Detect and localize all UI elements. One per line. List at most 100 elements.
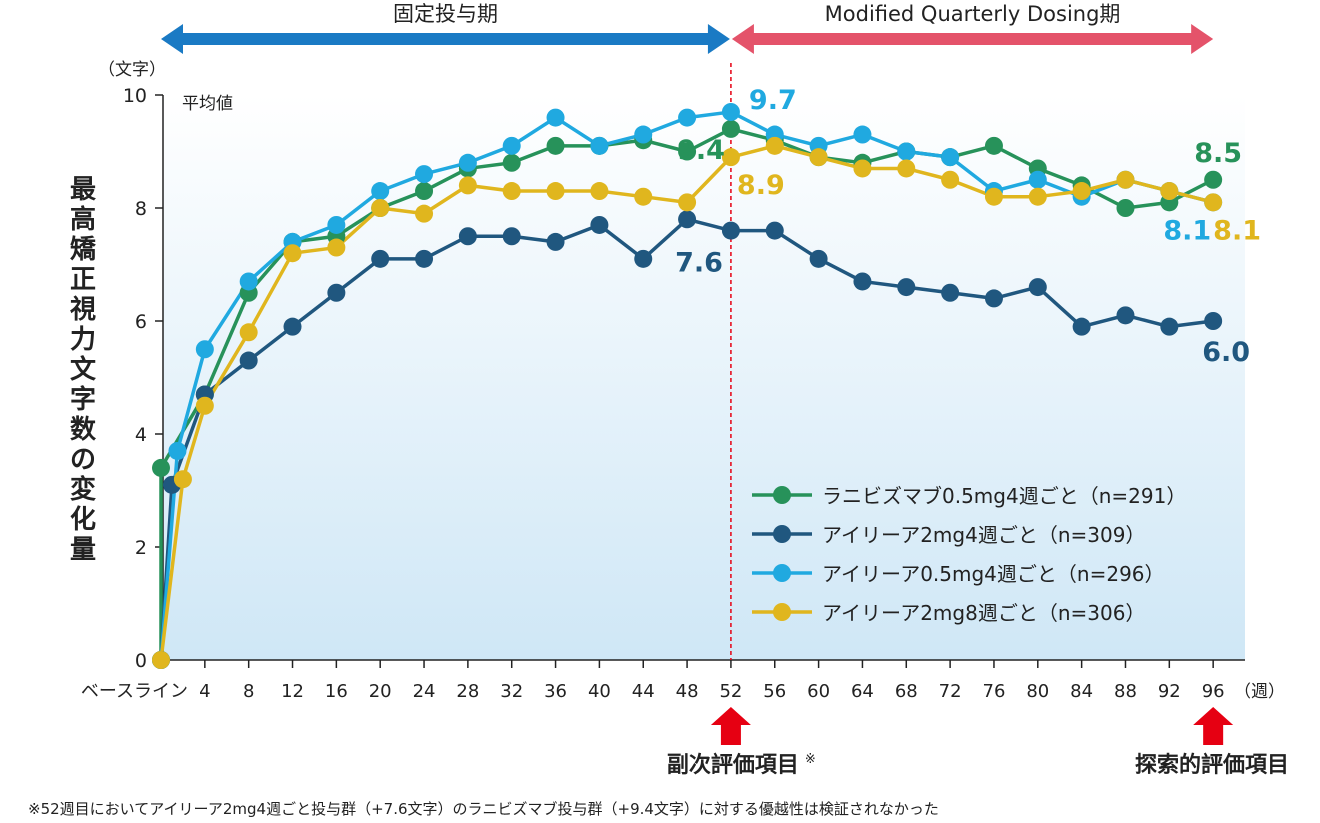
x-tick-label: 4 — [199, 681, 210, 702]
x-unit-label: （週） — [1234, 682, 1285, 702]
data-point — [415, 204, 434, 223]
unit-label: （文字） — [98, 60, 166, 80]
x-tick-label: 60 — [807, 681, 830, 702]
endpoint-arrow — [1193, 707, 1234, 745]
data-point — [1204, 193, 1223, 212]
data-point — [168, 441, 187, 460]
data-point — [195, 340, 214, 359]
y-axis-title-char: 化 — [70, 505, 96, 535]
x-tick-label: 28 — [456, 681, 479, 702]
y-tick-label: 0 — [135, 650, 147, 672]
endpoint-label-sup: ※ — [805, 752, 816, 767]
data-point — [415, 165, 434, 184]
data-point — [721, 102, 740, 121]
data-point — [721, 221, 740, 240]
data-point — [371, 182, 390, 201]
data-point — [678, 210, 697, 229]
y-axis-title-char: 矯 — [70, 235, 96, 265]
x-tick-label: 72 — [939, 681, 962, 702]
data-point — [1116, 199, 1135, 217]
y-tick-label: 6 — [135, 311, 147, 333]
data-point — [853, 272, 872, 291]
y-axis-title-char: 字 — [70, 384, 96, 415]
x-tick-label: 40 — [588, 681, 611, 702]
period-label: Modified Quarterly Dosing期 — [825, 2, 1121, 26]
data-point — [415, 249, 434, 268]
period-arrow — [731, 24, 1214, 54]
data-point — [458, 227, 477, 246]
data-point — [678, 108, 697, 127]
y-axis-title-char: 文 — [70, 354, 97, 385]
y-tick-label: 8 — [135, 198, 147, 220]
data-label: 8.1 — [1163, 215, 1211, 246]
x-tick-label: 92 — [1158, 681, 1181, 702]
endpoint-arrow — [710, 707, 751, 745]
data-point — [984, 136, 1003, 155]
x-tick-label: 64 — [851, 681, 874, 702]
y-axis-title-char: の — [70, 445, 96, 475]
data-point — [502, 182, 521, 201]
data-point — [371, 199, 390, 217]
data-point — [634, 249, 653, 268]
data-label: 6.0 — [1202, 337, 1250, 368]
x-tick-label: ベースライン — [81, 681, 188, 702]
data-label: 8.9 — [737, 170, 785, 201]
data-point — [546, 232, 565, 251]
data-point — [984, 187, 1003, 206]
y-axis-title-char: 正 — [70, 265, 96, 295]
x-tick-label: 84 — [1070, 681, 1093, 702]
x-tick-label: 52 — [719, 681, 742, 702]
data-point — [634, 125, 653, 144]
data-point — [765, 136, 784, 155]
data-point — [327, 283, 346, 302]
data-point — [897, 159, 916, 178]
data-point — [458, 153, 477, 172]
data-point — [678, 142, 697, 161]
legend-marker — [773, 525, 791, 543]
y-axis-title-char: 高 — [70, 204, 96, 235]
data-point — [853, 159, 872, 178]
x-tick-label: 68 — [895, 681, 918, 702]
data-point — [1028, 170, 1047, 189]
endpoint-label: 副次評価項目 — [667, 752, 799, 778]
x-tick-label: 32 — [500, 681, 523, 702]
x-tick-label: 36 — [544, 681, 567, 702]
x-tick-label: 44 — [632, 681, 655, 702]
y-tick-label: 2 — [135, 537, 147, 559]
y-tick-label: 4 — [135, 424, 147, 446]
data-point — [1072, 317, 1091, 336]
data-point — [590, 136, 609, 155]
data-point — [809, 148, 828, 167]
data-label: 9.4 — [677, 135, 725, 166]
x-tick-label: 48 — [676, 681, 699, 702]
y-axis-title-char: 量 — [70, 535, 96, 565]
data-point — [853, 125, 872, 144]
data-label: 8.5 — [1194, 138, 1242, 169]
data-point — [546, 182, 565, 201]
y-axis-title-char: 数 — [70, 415, 97, 445]
data-point — [1160, 317, 1179, 336]
data-point — [721, 119, 740, 138]
endpoint-label: 探索的評価項目 — [1135, 752, 1289, 778]
data-point — [1160, 182, 1179, 201]
data-point — [590, 215, 609, 234]
x-tick-label: 12 — [281, 681, 304, 702]
data-point — [1028, 187, 1047, 206]
data-point — [1116, 306, 1135, 325]
data-point — [502, 227, 521, 246]
footnote: ※52週目においてアイリーア2mg4週ごと投与群（+7.6文字）のラニビズマブ投… — [28, 800, 939, 818]
data-point — [546, 108, 565, 127]
x-tick-label: 56 — [763, 681, 786, 702]
data-point — [283, 317, 302, 336]
data-point — [1204, 312, 1223, 330]
x-tick-label: 76 — [983, 681, 1006, 702]
data-point — [897, 278, 916, 297]
y-axis-title-char: 最 — [70, 175, 97, 205]
x-tick-label: 20 — [369, 681, 392, 702]
data-point — [634, 187, 653, 206]
data-label: 9.7 — [749, 85, 797, 116]
data-point — [678, 193, 697, 212]
legend-marker — [773, 486, 791, 504]
data-point — [721, 148, 740, 167]
